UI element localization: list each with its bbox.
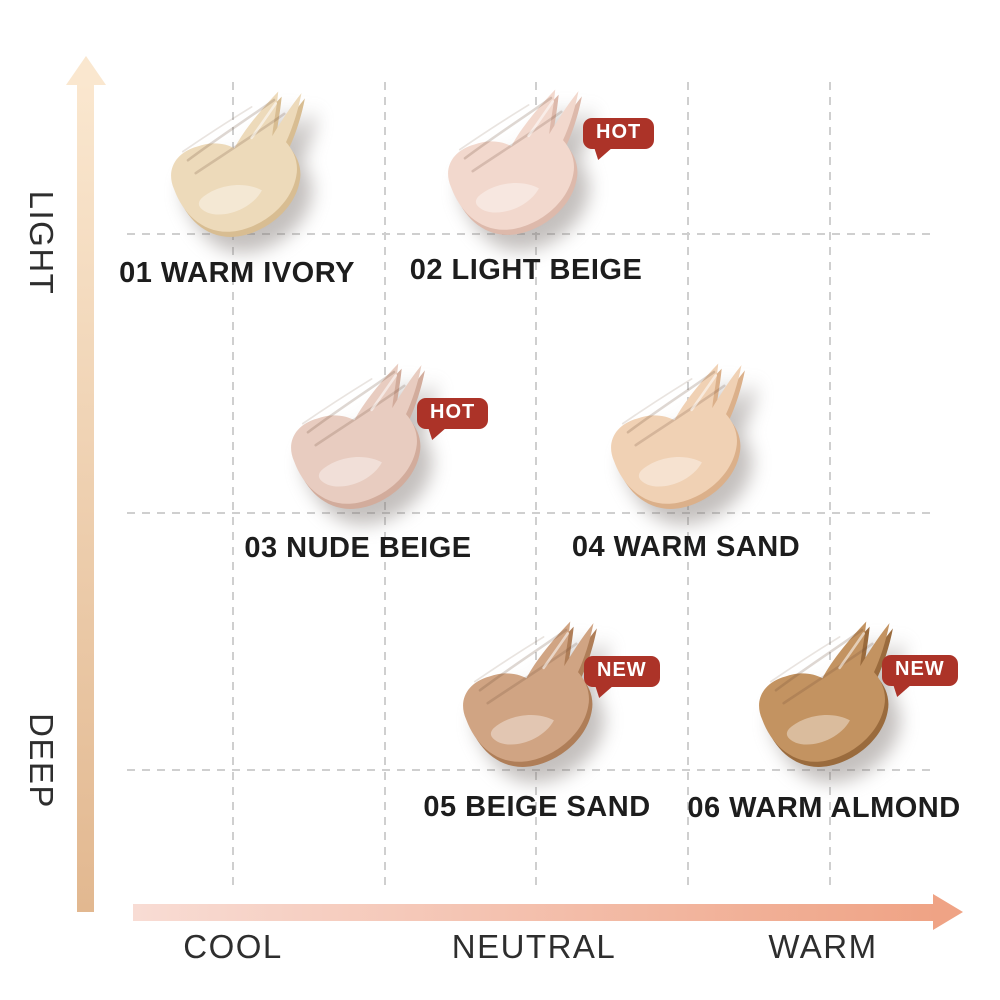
shade-label-02: 02 LIGHT BEIGE <box>409 254 643 286</box>
x-axis-arrow-shaft <box>133 904 935 921</box>
swatch-02-light-beige <box>425 86 615 258</box>
shade-label-06: 06 WARM ALMOND <box>687 792 961 824</box>
swatch-06-warm-almond <box>736 618 926 790</box>
x-axis-label-warm: WARM <box>768 928 878 965</box>
x-axis-arrow-head-icon <box>933 894 963 930</box>
grid-line-vertical <box>829 82 831 888</box>
y-axis-label-deep: DEEP <box>23 713 60 809</box>
y-axis-arrow-head-icon <box>66 56 106 85</box>
y-axis-arrow-shaft <box>77 82 94 912</box>
shade-label-01: 01 WARM IVORY <box>119 257 355 289</box>
swatch-04-warm-sand <box>588 360 778 532</box>
shade-label-04: 04 WARM SAND <box>571 531 801 563</box>
x-axis-label-cool: COOL <box>183 928 283 965</box>
hot-badge: HOT <box>583 118 655 149</box>
new-badge: NEW <box>882 655 958 686</box>
shade-label-03: 03 NUDE BEIGE <box>244 532 472 564</box>
y-axis-label-light: LIGHT <box>23 190 60 296</box>
grid-line-horizontal <box>127 769 932 771</box>
swatch-01-warm-ivory <box>148 88 338 260</box>
new-badge: NEW <box>584 656 660 687</box>
swatch-05-beige-sand <box>440 618 630 790</box>
x-axis-label-neutral: NEUTRAL <box>451 928 617 965</box>
grid-line-vertical <box>232 82 234 888</box>
grid-line-vertical <box>535 82 537 888</box>
shade-label-05: 05 BEIGE SAND <box>423 791 651 823</box>
grid-line-horizontal <box>127 512 932 514</box>
hot-badge: HOT <box>417 398 489 429</box>
grid-line-horizontal <box>127 233 932 235</box>
swatch-03-nude-beige <box>268 360 458 532</box>
